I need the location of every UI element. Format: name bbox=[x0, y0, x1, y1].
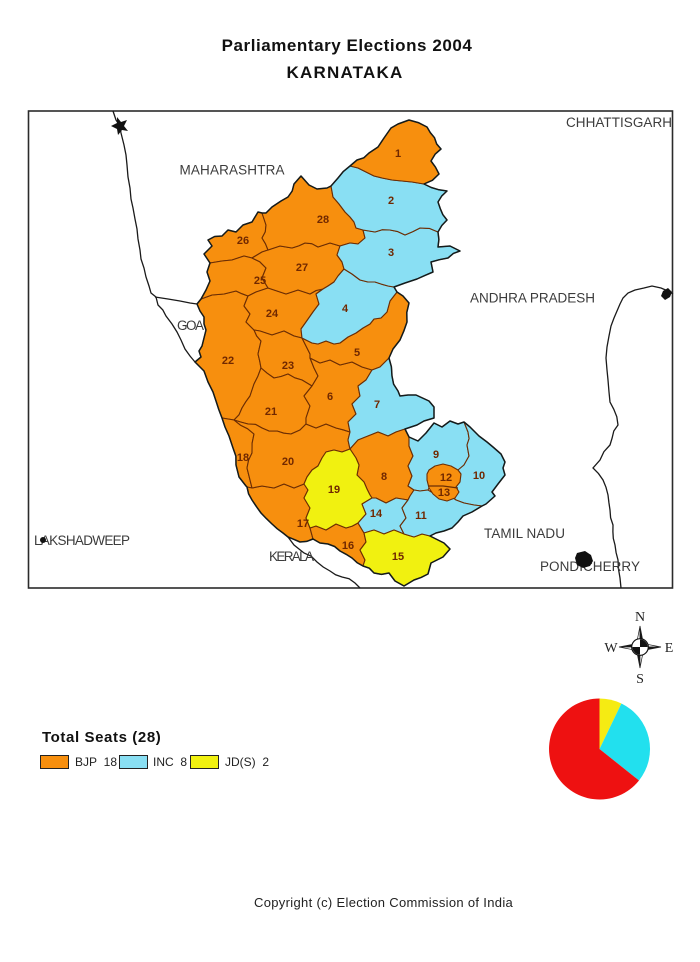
svg-text:S: S bbox=[636, 672, 644, 687]
svg-text:CHHATTISGARH: CHHATTISGARH bbox=[566, 115, 672, 130]
svg-text:25: 25 bbox=[254, 275, 266, 287]
svg-text:9: 9 bbox=[433, 449, 439, 461]
svg-text:19: 19 bbox=[328, 484, 340, 496]
svg-text:W: W bbox=[604, 641, 618, 656]
svg-text:LAKSHADWEEP: LAKSHADWEEP bbox=[34, 533, 130, 548]
svg-text:ANDHRA PRADESH: ANDHRA PRADESH bbox=[470, 291, 595, 306]
svg-text:11: 11 bbox=[415, 510, 427, 522]
svg-text:17: 17 bbox=[297, 518, 309, 530]
svg-text:4: 4 bbox=[342, 303, 349, 315]
svg-text:24: 24 bbox=[266, 308, 279, 320]
svg-text:18: 18 bbox=[237, 452, 249, 464]
svg-text:20: 20 bbox=[282, 456, 294, 468]
svg-text:5: 5 bbox=[354, 347, 360, 359]
svg-text:23: 23 bbox=[282, 360, 294, 372]
svg-text:GOA: GOA bbox=[177, 318, 204, 333]
svg-text:22: 22 bbox=[222, 355, 234, 367]
svg-text:TAMIL NADU: TAMIL NADU bbox=[484, 526, 565, 541]
svg-text:3: 3 bbox=[388, 247, 394, 259]
svg-text:26: 26 bbox=[237, 235, 249, 247]
svg-text:2: 2 bbox=[388, 195, 394, 207]
svg-text:10: 10 bbox=[473, 470, 485, 482]
svg-text:MAHARASHTRA: MAHARASHTRA bbox=[180, 163, 285, 178]
svg-text:21: 21 bbox=[265, 406, 277, 418]
svg-text:E: E bbox=[665, 641, 674, 656]
svg-text:1: 1 bbox=[395, 148, 401, 160]
svg-text:N: N bbox=[635, 610, 645, 625]
svg-text:14: 14 bbox=[370, 508, 383, 520]
svg-text:8: 8 bbox=[381, 471, 387, 483]
svg-text:28: 28 bbox=[317, 214, 329, 226]
svg-text:6: 6 bbox=[327, 391, 333, 403]
svg-text:PONDICHERRY: PONDICHERRY bbox=[540, 559, 640, 574]
svg-text:13: 13 bbox=[438, 487, 450, 499]
svg-text:15: 15 bbox=[392, 551, 404, 563]
svg-text:KERALA: KERALA bbox=[269, 549, 314, 564]
svg-text:16: 16 bbox=[342, 540, 354, 552]
svg-text:27: 27 bbox=[296, 262, 308, 274]
svg-text:12: 12 bbox=[440, 472, 452, 484]
svg-text:7: 7 bbox=[374, 399, 380, 411]
